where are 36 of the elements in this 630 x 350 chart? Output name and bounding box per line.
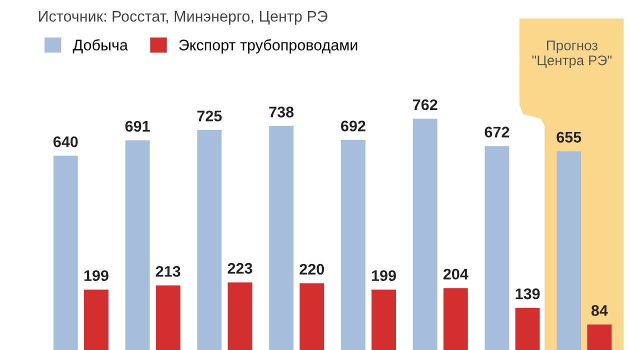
bar [372, 290, 396, 350]
bar [340, 140, 366, 350]
data-label: 204 [443, 268, 468, 280]
bar [269, 126, 294, 350]
bar [53, 156, 78, 350]
text: Источник: Росстат, Минэнерго, Центр РЭ [39, 10, 328, 25]
data-label: 762 [413, 99, 438, 110]
data-label: 640 [53, 136, 78, 148]
bar [125, 140, 150, 350]
bar [515, 308, 540, 350]
data-label: 223 [228, 262, 252, 274]
bar [412, 118, 438, 350]
data-label: 199 [372, 270, 396, 282]
bar [587, 324, 612, 350]
data-label: 738 [269, 106, 294, 118]
bar [197, 130, 222, 350]
text: Прогноз "Центра РЭ" [532, 40, 612, 68]
bar [556, 151, 582, 350]
bar [443, 288, 468, 350]
legend-label: Экспорт трубопроводами [179, 39, 358, 54]
data-label: 220 [300, 264, 324, 275]
bar [84, 290, 108, 350]
data-label: 655 [556, 132, 582, 143]
data-label: 213 [156, 266, 180, 277]
data-label: 725 [197, 110, 222, 122]
legend-label: Добыча [72, 39, 128, 54]
bar [228, 282, 252, 350]
bar [484, 146, 510, 350]
data-label: 692 [341, 120, 366, 132]
data-label: 672 [484, 126, 510, 138]
bar [300, 283, 324, 350]
data-label: 199 [84, 270, 108, 282]
data-label: 691 [125, 120, 150, 132]
data-label: 84 [591, 305, 608, 316]
data-label: 139 [516, 288, 540, 300]
bar [156, 285, 180, 350]
